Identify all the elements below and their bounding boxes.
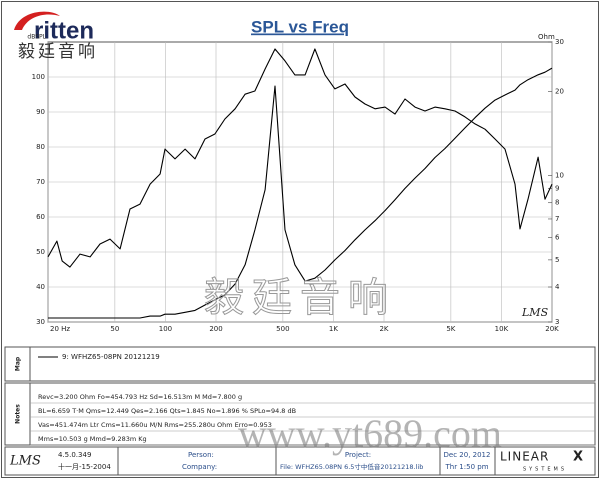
chart-mark: LMS [521, 306, 549, 319]
x-tick-label: 200 [209, 325, 222, 333]
version: 4.5.0.349 [58, 451, 91, 459]
y2-tick-label: 8 [555, 199, 559, 207]
brand: LINEAR [500, 450, 549, 464]
x-tick-label: 1K [329, 325, 338, 333]
plot: 20 Hz 50 100 200 500 1K 2K 5K 10K 20K 30 40 50 60 70 80… [32, 38, 564, 333]
x-tick-label: 10K [495, 325, 509, 333]
file-name: File: WFHZ65.08PN 6.5寸中低音20121218.lib [280, 462, 423, 471]
x-tick-label: 2K [379, 325, 388, 333]
y-tick-label: 60 [36, 213, 45, 221]
person-label: Person: [188, 451, 214, 459]
brand-x: X [573, 450, 583, 465]
note-line: BL=6.659 T·M Qms=12.449 Qes=2.166 Qts=1.… [38, 407, 296, 415]
y-tick-label: 70 [36, 178, 45, 186]
map-panel [4, 346, 596, 382]
y2-tick-label: 5 [555, 256, 559, 264]
y2-tick-label: 9 [555, 184, 559, 192]
company-label: Company: [182, 463, 217, 471]
logo-swoosh [14, 11, 60, 30]
y2-tick-label: 20 [555, 87, 564, 95]
watermark-chinese: 毅廷音响 [204, 275, 396, 321]
date: Dec 20, 2012 [444, 451, 491, 459]
y-tick-label: 50 [36, 248, 45, 256]
x-tick-label: 50 [110, 325, 119, 333]
y2-tick-label: 7 [555, 215, 559, 223]
y-tick-label: 30 [36, 318, 45, 326]
y2-tick-label: 6 [555, 234, 560, 242]
legend-entry: 9: WFHZ65-08PN 20121219 [62, 353, 160, 361]
series-line [48, 67, 553, 319]
time: Thr 1:50 pm [444, 463, 488, 471]
y-tick-label: 40 [36, 283, 45, 291]
x-tick-label: 5K [446, 325, 455, 333]
footer-logo: LMS [9, 454, 41, 469]
map-label: Map [15, 356, 22, 371]
y-tick-label: 90 [36, 108, 45, 116]
x-tick-label: 20 Hz [50, 325, 70, 333]
logo-brand: ritten [34, 17, 94, 44]
brand-sub: SYSTEMS [523, 467, 567, 473]
project-label: Project: [345, 451, 371, 459]
note-line: Vas=451.474m Ltr Cms=11.660u M/N Rms=255… [38, 421, 272, 429]
y2-axis-label: Ohm [538, 33, 555, 41]
note-line: Mms=10.503 g Mmd=9.283m Kg [38, 435, 147, 443]
chart-title: SPL vs Freq [251, 17, 349, 36]
y-tick-label: 80 [36, 143, 45, 151]
series-line [47, 48, 553, 268]
y2-tick-label: 10 [555, 172, 564, 180]
notes-lines: Revc=3.200 Ohm Fo=454.793 Hz Sd=16.513m … [30, 393, 595, 446]
x-tick-label: 20K [545, 325, 559, 333]
y2-tick-label: 4 [555, 283, 560, 291]
x-tick-label: 500 [276, 325, 289, 333]
x-tick-label: 100 [159, 325, 172, 333]
version-date: 十一月-15-2004 [58, 462, 111, 471]
logo-chinese: 毅廷音响 [18, 42, 98, 62]
notes-label: Notes [15, 404, 22, 424]
y-tick-label: 100 [32, 73, 45, 81]
watermark-url: www.yt689.com [238, 411, 502, 456]
note-line: Revc=3.200 Ohm Fo=454.793 Hz Sd=16.513m … [38, 393, 242, 401]
y2-tick-label: 30 [555, 38, 564, 46]
footer [4, 446, 596, 476]
y2-tick-label: 3 [555, 318, 559, 326]
y-axis-label: dBSPL [27, 34, 46, 41]
